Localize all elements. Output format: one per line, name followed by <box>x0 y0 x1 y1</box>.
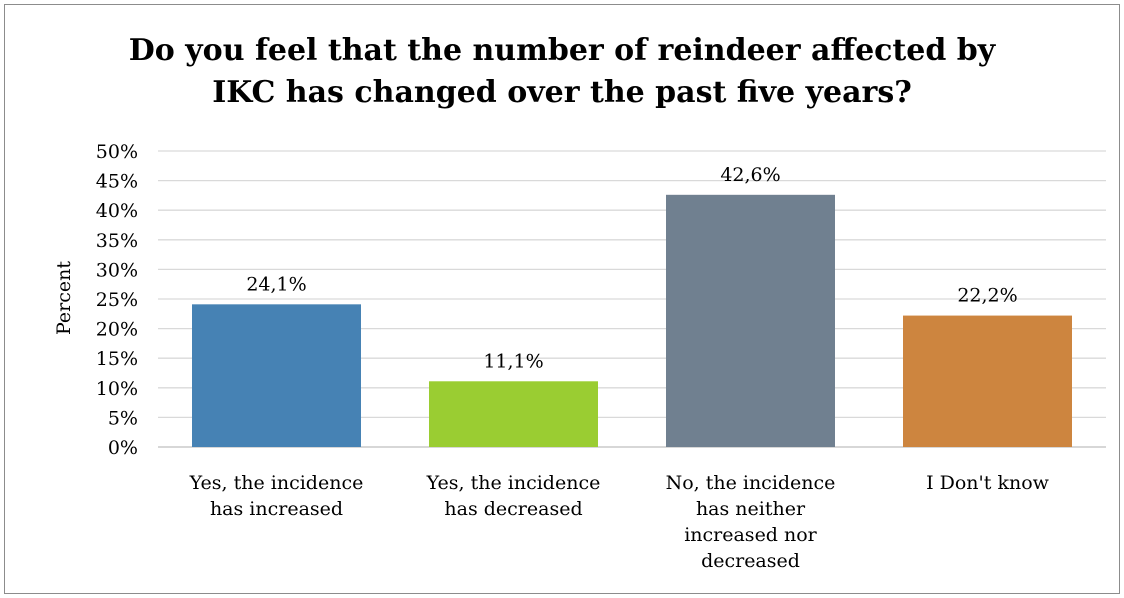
category-label: No, the incidence has neither increased no… <box>666 472 836 572</box>
y-tick-label: 25% <box>96 289 138 311</box>
category-label-line: has neither <box>696 498 806 520</box>
y-tick-label: 50% <box>96 141 138 163</box>
bar <box>903 315 1072 447</box>
y-tick-label: 35% <box>96 230 138 252</box>
y-tick-label: 10% <box>96 378 138 400</box>
category-label: I Don't know <box>926 472 1050 494</box>
category-label: Yes, the incidence has increased <box>189 472 364 520</box>
bars <box>192 194 1072 447</box>
category-label-line: decreased <box>701 550 800 572</box>
y-tick-label: 15% <box>96 348 138 370</box>
category-label-line: increased nor <box>684 524 817 546</box>
chart-title-text: Do you feel that the number of reindeer … <box>128 33 996 110</box>
category-label-line: has increased <box>210 498 343 520</box>
category-label-line: Yes, the incidence <box>189 472 364 494</box>
category-label: Yes, the incidence has decreased <box>426 472 601 520</box>
category-label-line: I Don't know <box>926 472 1050 494</box>
y-tick-label: 40% <box>96 200 138 222</box>
data-label: 24,1% <box>246 273 306 295</box>
y-tick-label: 45% <box>96 171 138 193</box>
y-axis-ticks: 0% 5% 10% 15% 20% 25% 30% 35% 40% 45% 50% <box>96 141 138 459</box>
category-label-line: Yes, the incidence <box>426 472 601 494</box>
category-label-line: No, the incidence <box>666 472 836 494</box>
bar <box>429 381 598 447</box>
bar <box>192 304 361 447</box>
y-tick-label: 30% <box>96 259 138 281</box>
y-tick-label: 20% <box>96 319 138 341</box>
bar <box>666 194 835 447</box>
chart-title: Do you feel that the number of reindeer … <box>0 30 1124 114</box>
category-label-line: has decreased <box>444 498 582 520</box>
y-tick-label: 5% <box>108 407 138 429</box>
data-labels: 24,1% 11,1% 42,6% 22,2% <box>246 164 1017 372</box>
data-label: 11,1% <box>483 350 543 372</box>
y-axis-label: Percent <box>53 261 75 335</box>
y-tick-label: 0% <box>108 437 138 459</box>
data-label: 22,2% <box>957 285 1017 307</box>
data-label: 42,6% <box>720 164 780 186</box>
